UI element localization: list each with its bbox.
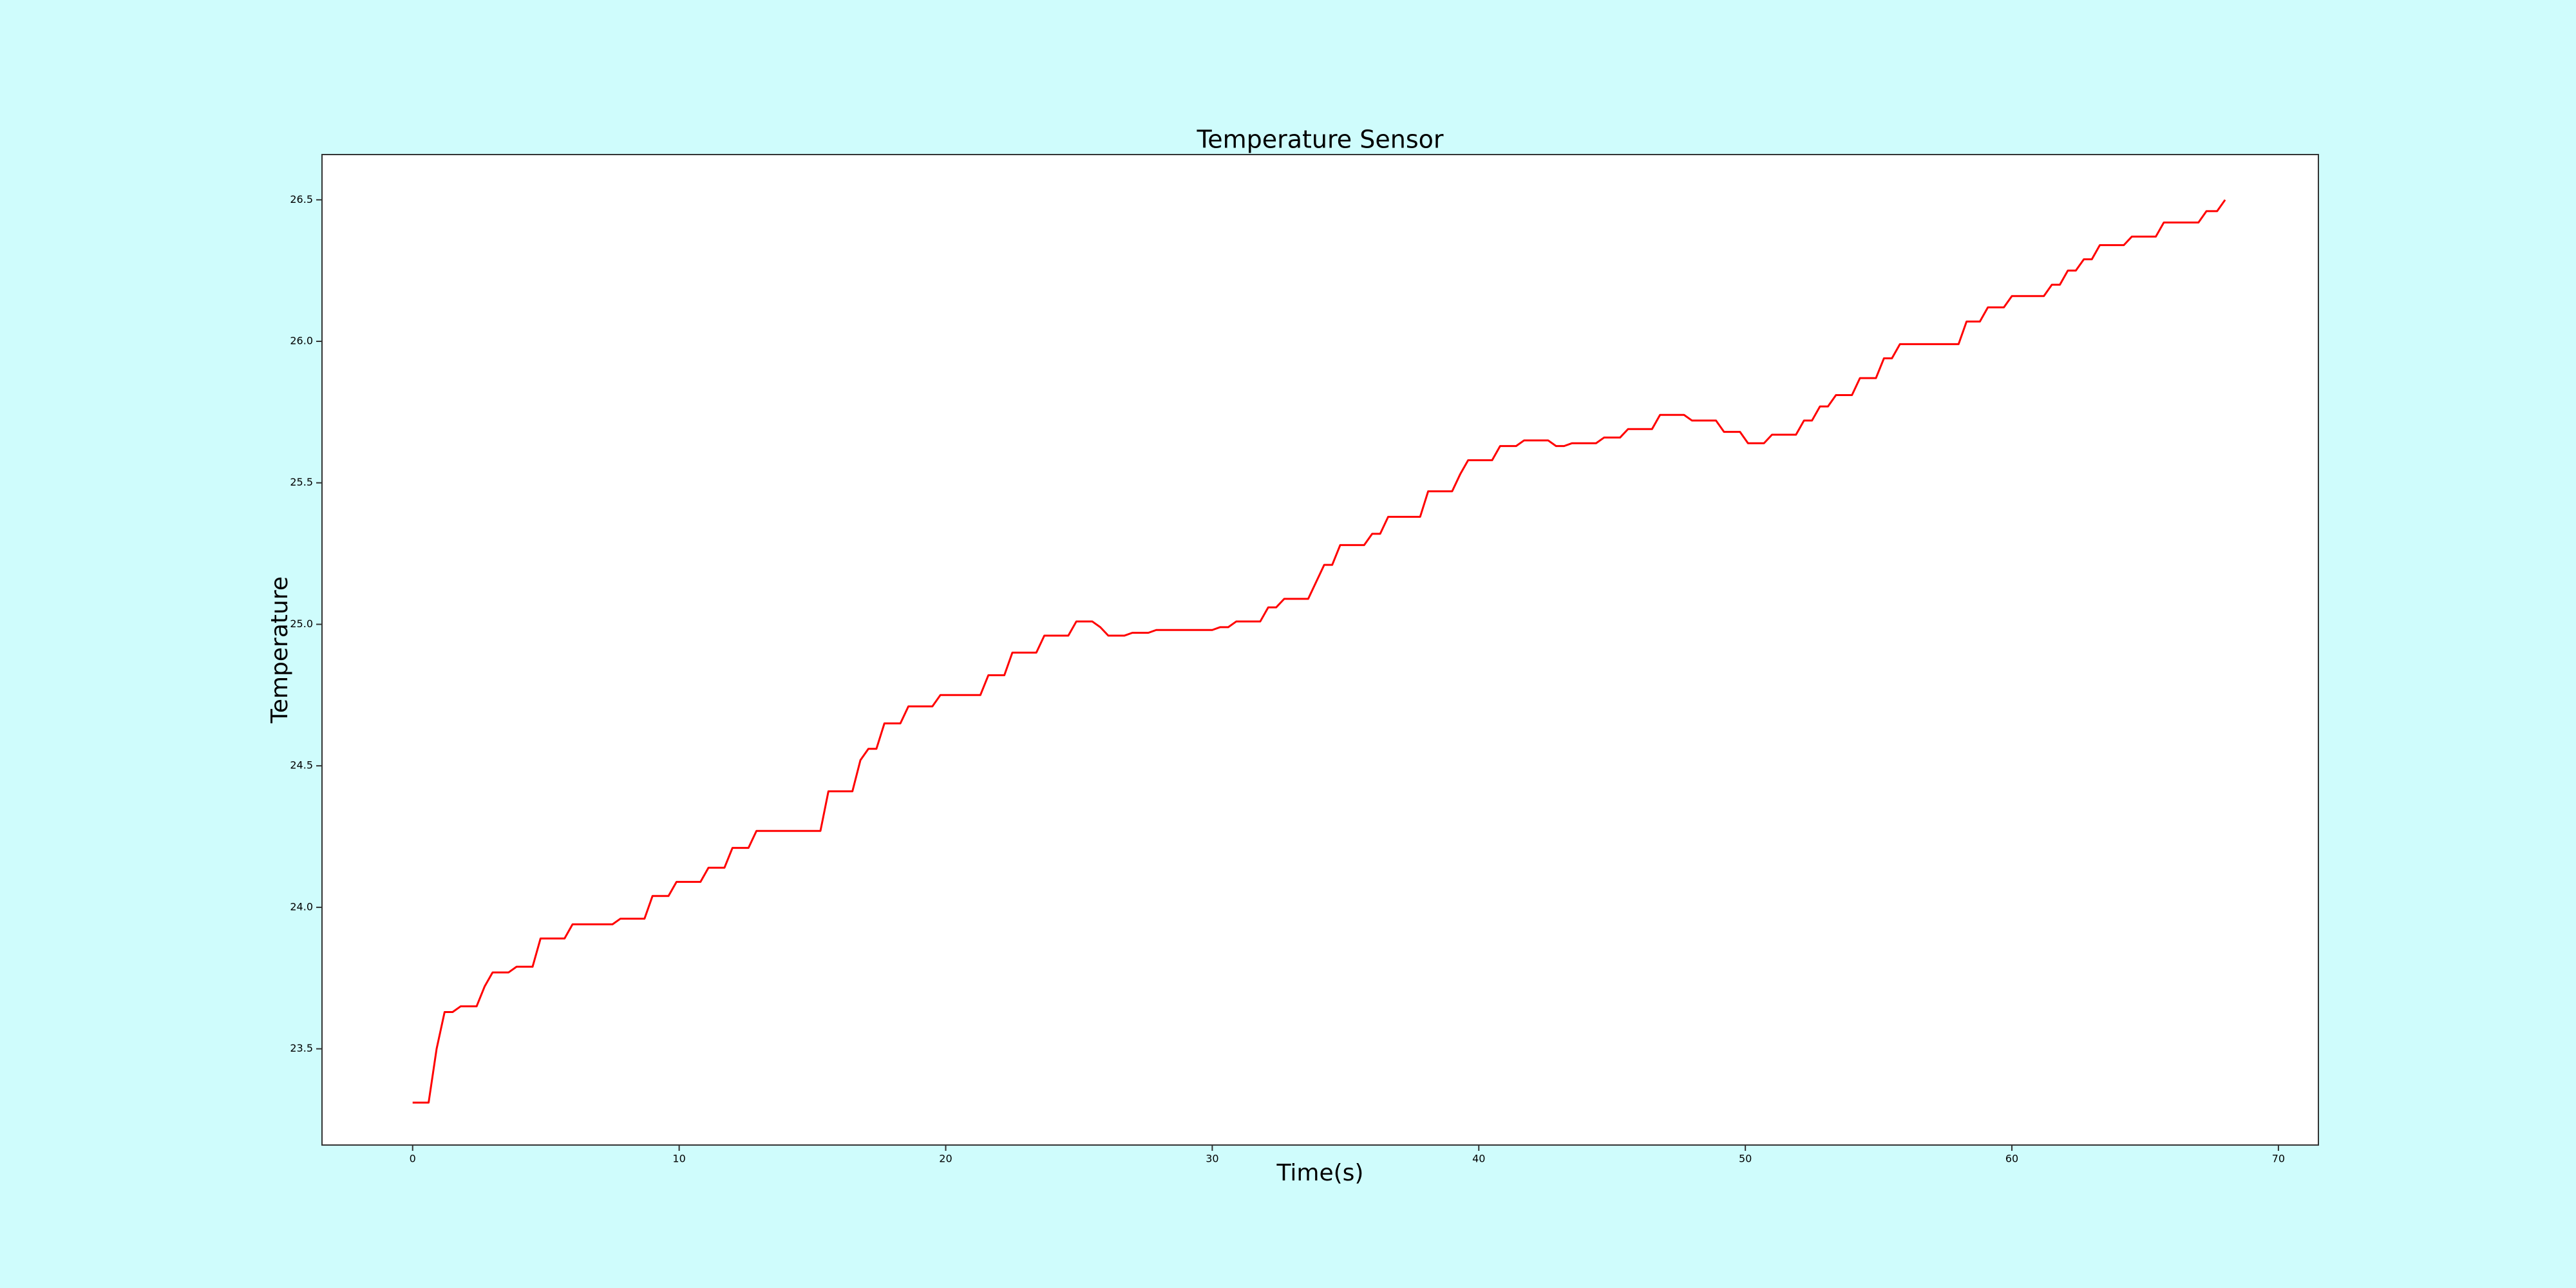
y-tick-label: 26.0	[290, 335, 313, 347]
y-tick-label: 23.5	[290, 1042, 313, 1054]
x-tick-label: 0	[410, 1153, 416, 1165]
y-tick-label: 26.5	[290, 193, 313, 205]
y-tick-label: 25.0	[290, 618, 313, 630]
x-tick-label: 60	[2005, 1153, 2018, 1165]
x-tick-label: 50	[1739, 1153, 1752, 1165]
x-tick-label: 10	[672, 1153, 685, 1165]
y-tick-label: 24.0	[290, 900, 313, 913]
y-axis-label: Temperature	[267, 576, 293, 724]
data-line	[412, 199, 2226, 1104]
x-axis-label: Time(s)	[1276, 1160, 1364, 1186]
y-tick-label: 24.5	[290, 759, 313, 772]
y-tick-label: 25.5	[290, 476, 313, 488]
chart-title: Temperature Sensor	[1196, 126, 1443, 154]
x-tick-label: 70	[2272, 1153, 2285, 1165]
x-tick-label: 40	[1472, 1153, 1485, 1165]
x-tick-label: 20	[939, 1153, 952, 1165]
plot-area	[321, 154, 2319, 1146]
x-tick-label: 30	[1206, 1153, 1218, 1165]
